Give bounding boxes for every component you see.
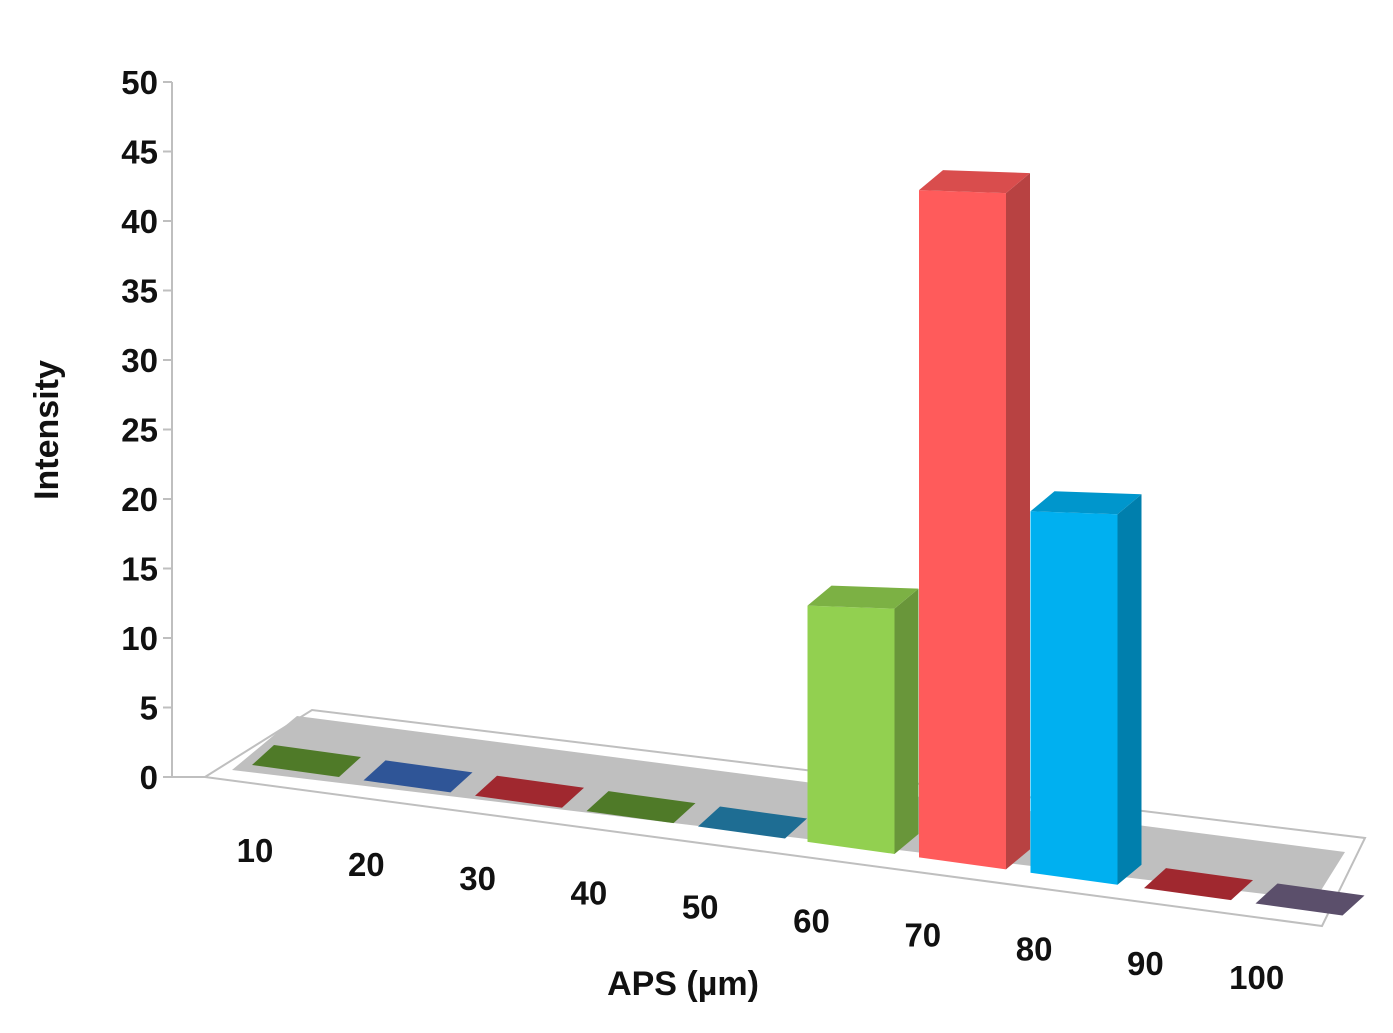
y-tick-label: 15 [121,551,158,588]
bar-top [1030,491,1142,515]
x-tick-label: 20 [348,846,385,883]
x-tick-labels: 10 20 30 40 50 60 70 80 90 100 [237,832,1285,996]
bar-100 [1255,883,1365,916]
y-tick-label: 0 [140,759,158,796]
bar-tile [586,791,696,824]
bar-side [1117,494,1142,885]
x-tick-label: 40 [571,874,608,911]
x-tick-label: 80 [1016,931,1053,968]
y-tick-labels: 0 5 10 15 20 25 30 35 40 45 50 [121,64,158,796]
bar-front [807,605,895,854]
y-axis [163,81,173,778]
bar-10 [252,745,361,778]
bar-20 [363,760,473,793]
x-tick-label: 70 [904,917,941,954]
bar-side [894,588,919,854]
y-tick-label: 20 [121,481,158,518]
bar-tile [363,760,473,793]
bar-40 [586,791,696,824]
y-tick-label: 35 [121,273,158,310]
y-tick-label: 30 [121,342,158,379]
y-tick-label: 50 [121,64,158,101]
bar-top [807,585,919,609]
bar-80 [1030,491,1142,885]
bar-side [1006,173,1030,870]
x-tick-label: 10 [237,832,274,869]
bar-70 [919,170,1030,870]
x-tick-label: 50 [682,888,719,925]
bar-tile [698,806,807,839]
y-tick-label: 5 [140,690,158,727]
x-tick-label: 100 [1229,959,1284,996]
bar-tile [475,775,584,808]
x-tick-label: 30 [459,860,496,897]
y-axis-title: Intensity [28,360,66,500]
bar-top [919,170,1030,194]
bars [252,170,1365,916]
x-tick-label: 60 [793,903,830,940]
bar-60 [807,585,919,854]
y-tick-label: 25 [121,412,158,449]
bar-tile [1255,883,1365,916]
x-tick-label: 90 [1127,945,1164,982]
y-tick-label: 10 [121,620,158,657]
y-tick-label: 40 [121,203,158,240]
bar-front [1030,511,1118,885]
bar-tile [252,745,361,778]
y-tick-label: 45 [121,134,158,171]
bar-front [919,190,1006,870]
x-axis-title: APS (µm) [607,965,759,1003]
bar-30 [475,775,584,808]
bar-90 [1144,868,1253,901]
bar-50 [698,806,807,839]
bar-tile [1144,868,1253,901]
